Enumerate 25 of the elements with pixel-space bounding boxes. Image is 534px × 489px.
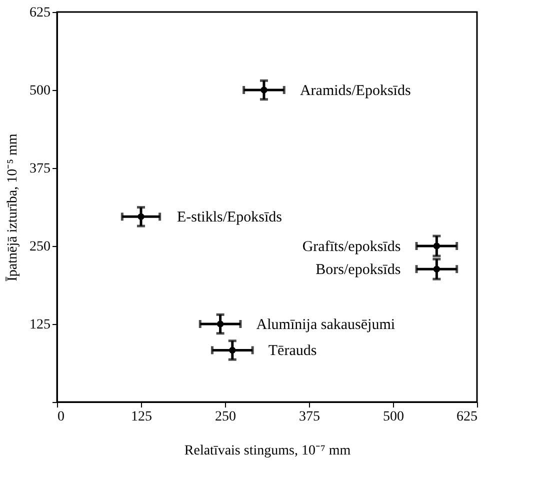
y-tick-label: 500	[30, 84, 50, 98]
y-tick-label: 375	[30, 162, 50, 176]
annotation: Bors/epoksīds	[316, 262, 401, 278]
x-tick-label: 250	[215, 410, 236, 424]
annotation: Alumīnija sakausējumi	[256, 317, 396, 333]
x-tick-label: 500	[383, 410, 404, 424]
point	[433, 266, 440, 272]
y-axis-title: Īpatnējā izturība, 10⁻⁵ mm	[6, 134, 20, 282]
point	[433, 242, 440, 250]
x-axis-title: Relatīvais stingums, 10⁻⁷ mm	[184, 444, 351, 458]
annotation: Aramids/Epoksīds	[300, 83, 411, 99]
annotation: Grafīts/epoksīds	[302, 239, 401, 255]
point	[229, 346, 236, 354]
point	[260, 86, 268, 94]
annotation: E-stikls/Epoksīds	[177, 210, 282, 226]
point	[138, 213, 144, 220]
point	[216, 320, 224, 328]
x-tick-label: 125	[131, 410, 152, 424]
y-tick-label: 125	[30, 318, 50, 332]
x-tick-label: 375	[299, 410, 320, 424]
x-tick-label: 0	[58, 410, 64, 424]
annotation: Tērauds	[268, 343, 317, 360]
y-tick-label: 250	[30, 240, 50, 254]
x-tick-label: 625	[456, 410, 478, 424]
y-tick-label: 625	[30, 6, 50, 20]
